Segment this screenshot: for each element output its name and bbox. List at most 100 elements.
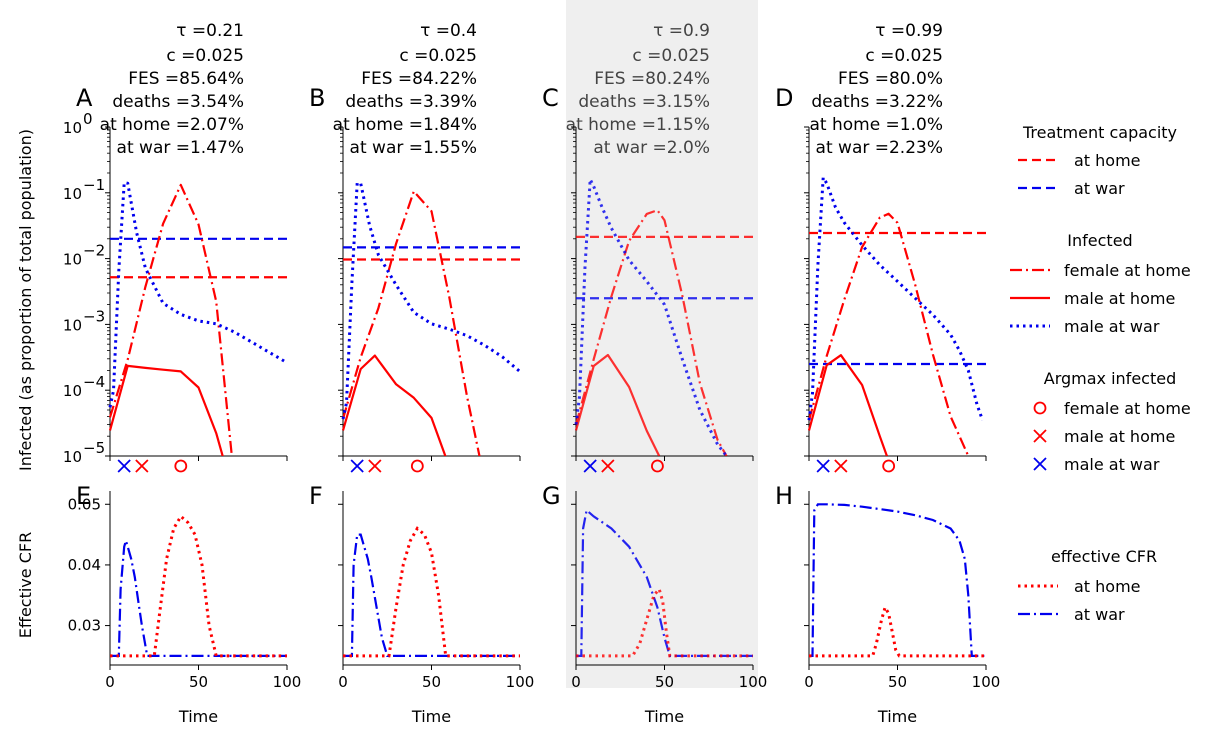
argmax-female-home-marker [174,459,188,473]
annotation-tau: τ =0.99 [875,21,943,41]
y-tick-label-bottom: 0.03 [68,617,101,635]
infected-female-home-line [341,190,481,456]
y-tick-exponent-top: −4 [83,373,105,391]
y-tick-label-top: 10 [63,448,82,466]
panel-letter-bottom: H [775,482,793,510]
legend-infected-male-home-label: male at home [1064,289,1175,308]
y-tick-exponent-top: −2 [83,242,105,260]
x-axis-label: Time [644,707,684,726]
x-tick-label: 50 [422,673,441,691]
annotation-home: at home =1.0% [809,115,943,135]
infected-male-home-line [807,354,888,456]
annotation-deaths: deaths =3.15% [578,92,710,112]
y-axis-label-cfr: Effective CFR [16,532,35,638]
x-tick-label: 0 [804,673,814,691]
y-tick-exponent-top: −3 [83,307,105,325]
infected-male-home-line [341,354,447,456]
annotation-war: at war =1.55% [350,138,477,158]
x-tick-label: 0 [571,673,581,691]
infected-male-home-line [574,353,661,456]
argmax-male-war-marker [583,459,597,473]
x-tick-label: 0 [338,673,348,691]
legend-infected-male-war-label: male at war [1064,317,1160,336]
argmax-male-home-marker [834,459,848,473]
annotation-war: at war =2.0% [593,138,710,158]
cfr-war-line [809,503,986,658]
x-tick-label: 50 [189,673,208,691]
y-tick-label-bottom: 0.04 [68,556,101,574]
panels: τ =0.21 c =0.025 FES =85.64% deaths =3.54% a… [63,0,1000,726]
infected-male-war-line [108,181,288,408]
annotation-home: at home =2.07% [100,115,244,135]
annotation-fes: FES =84.22% [361,69,477,89]
x-tick-label: 100 [739,673,768,691]
annotation-c: c =0.025 [865,46,943,66]
annotation-fes: FES =80.24% [594,69,710,89]
argmax-male-war-marker [350,459,364,473]
annotation-deaths: deaths =3.39% [345,92,477,112]
cfr-home-line [809,603,986,658]
legend-capacity-title: Treatment capacity [1022,123,1177,142]
x-axis-label: Time [877,707,917,726]
annotation-fes: FES =80.0% [838,69,943,89]
infected-male-war-line [574,177,728,456]
annotation-c: c =0.025 [166,46,244,66]
panel-letter-top: D [775,84,793,112]
annotation-home: at home =1.84% [333,115,477,135]
y-tick-exponent-top: 0 [83,110,93,128]
annotation-deaths: deaths =3.22% [811,92,943,112]
infected-male-war-line [341,181,521,420]
argmax-male-home-marker [135,459,149,473]
cfr-war-line [110,536,287,658]
annotation-tau: τ =0.9 [653,21,710,41]
argmax-female-home-marker [882,459,896,473]
legend-infected-female-home-label: female at home [1064,261,1191,280]
y-tick-label-top: 10 [63,119,82,137]
y-tick-label-top: 10 [63,316,82,334]
y-tick-exponent-top: −1 [83,176,105,194]
y-tick-label-top: 10 [63,185,82,203]
x-tick-label: 50 [655,673,674,691]
legend-infected-title: Infected [1067,231,1132,250]
legend-argmax-male-war-label: male at war [1064,455,1160,474]
legend-argmax-male-home-marker [1033,429,1047,443]
infected-male-home-line [108,364,224,456]
annotation-war: at war =1.47% [117,138,244,158]
panel-a: τ =0.21 c =0.025 FES =85.64% deaths =3.54% a… [63,21,301,726]
cfr-home-line [576,586,753,658]
y-tick-exponent-top: −5 [83,439,105,457]
x-axis-label: Time [411,707,451,726]
infected-male-war-line [807,176,984,421]
legend-argmax-male-war-marker [1033,457,1047,471]
y-tick-label-top: 10 [63,251,82,269]
argmax-male-home-marker [368,459,382,473]
argmax-female-home-marker [410,459,424,473]
y-axis-label-infected: Infected (as proportion of total populat… [16,129,35,471]
infected-female-home-line [807,212,970,456]
legend-argmax-male-home-label: male at home [1064,427,1175,446]
panel-letter-bottom: F [309,482,323,510]
x-tick-label: 100 [273,673,302,691]
infected-female-home-line [574,209,728,456]
cfr-home-line [343,526,520,658]
panel-c: τ =0.9 c =0.025 FES =80.24% deaths =3.15% at… [542,0,767,726]
panel-letter-bottom: E [76,482,91,510]
annotation-fes: FES =85.64% [128,69,244,89]
annotation-home: at home =1.15% [566,115,710,135]
panel-d: τ =0.99 c =0.025 FES =80.0% deaths =3.22% at… [775,21,1000,726]
panel-b: τ =0.4 c =0.025 FES =84.22% deaths =3.39% at… [309,21,534,726]
annotation-tau: τ =0.4 [420,21,477,41]
annotation-c: c =0.025 [399,46,477,66]
panel-letter-top: A [76,84,93,112]
y-tick-label-bottom: 0.05 [68,495,101,513]
y-tick-label-top: 10 [63,382,82,400]
annotation-tau: τ =0.21 [176,21,244,41]
legend-capacity-war-label: at war [1074,179,1125,198]
cfr-war-line [343,533,520,658]
legend-capacity-home-label: at home [1074,151,1141,170]
argmax-male-war-marker [816,459,830,473]
legend-argmax-female-home-label: female at home [1064,399,1191,418]
annotation-war: at war =2.23% [816,138,943,158]
argmax-male-war-marker [117,459,131,473]
